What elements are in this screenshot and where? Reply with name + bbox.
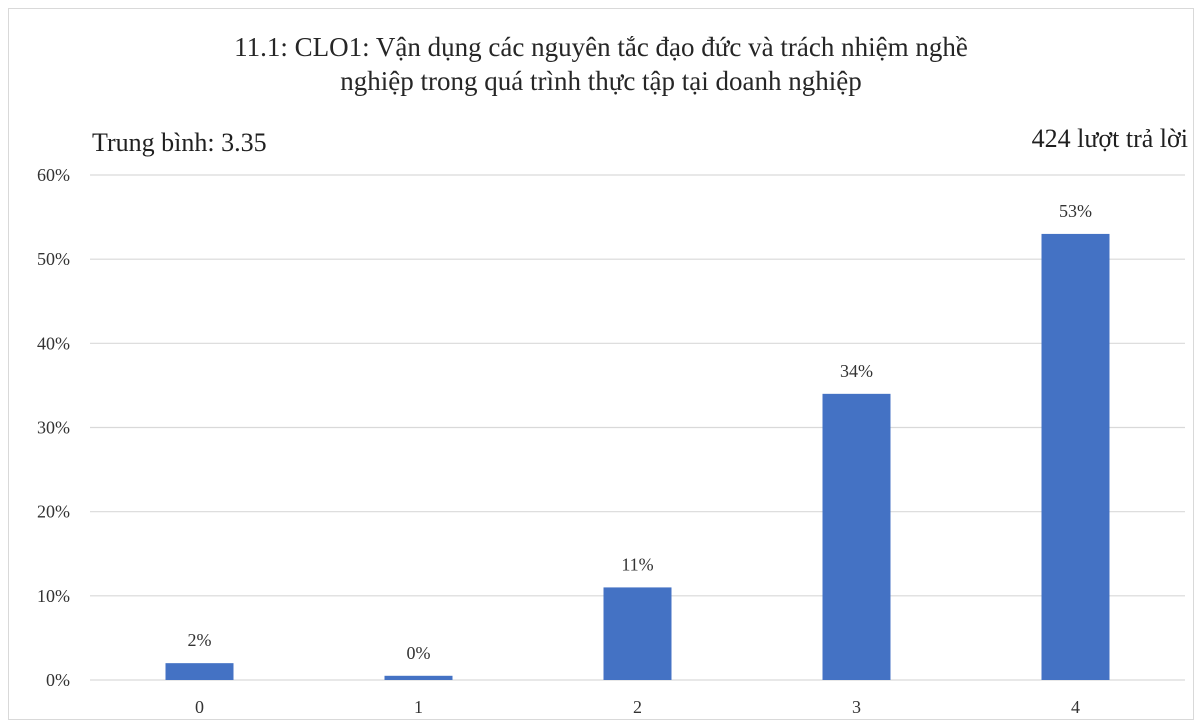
y-tick-label: 20% <box>37 502 70 522</box>
chart-title-line-2: nghiệp trong quá trình thực tập tại doan… <box>340 66 862 96</box>
y-tick-label: 30% <box>37 418 70 438</box>
chart-title: 11.1: CLO1: Vận dụng các nguyên tắc đạo … <box>0 30 1202 98</box>
y-tick-label: 0% <box>46 670 70 690</box>
y-tick-label: 50% <box>37 249 70 269</box>
y-tick-label: 10% <box>37 586 70 606</box>
x-tick-label: 2 <box>633 697 642 717</box>
x-tick-label: 3 <box>852 697 861 717</box>
data-label: 11% <box>621 554 653 574</box>
data-label: 0% <box>407 643 431 663</box>
data-label: 34% <box>840 361 873 381</box>
bar-2 <box>603 587 672 680</box>
bar-0 <box>165 663 234 680</box>
data-label: 2% <box>188 630 212 650</box>
bar-3 <box>822 393 891 680</box>
x-tick-label: 4 <box>1071 697 1080 717</box>
average-label: Trung bình: 3.35 <box>92 128 267 157</box>
x-tick-label: 1 <box>414 697 423 717</box>
y-tick-label: 60% <box>37 165 70 185</box>
bar-4 <box>1041 233 1110 680</box>
chart-frame <box>8 8 1194 720</box>
responses-label: 424 lượt trả lời <box>1031 124 1188 153</box>
y-tick-label: 40% <box>37 333 70 353</box>
chart-title-line-1: 11.1: CLO1: Vận dụng các nguyên tắc đạo … <box>234 32 968 62</box>
bar-1 <box>384 675 453 680</box>
x-tick-label: 0 <box>195 697 204 717</box>
data-label: 53% <box>1059 201 1092 221</box>
